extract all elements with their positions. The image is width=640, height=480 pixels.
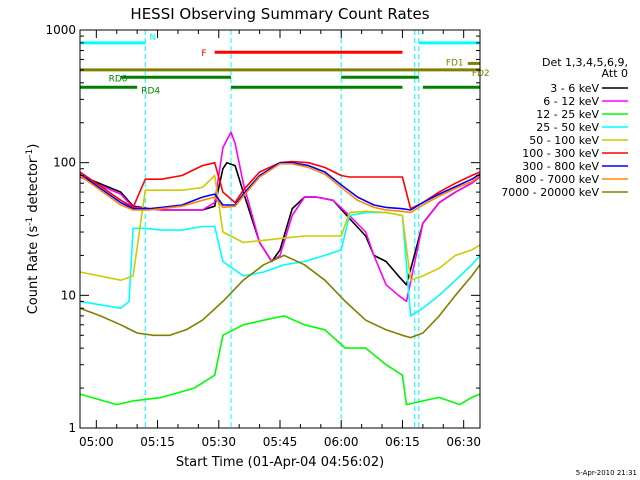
series-line-6 <box>79 161 481 211</box>
flag-label-rd4: RD4 <box>141 86 160 96</box>
y-axis-label: Count Rate (s-1 detector-1) <box>25 144 41 315</box>
legend-label-5: 100 - 300 keV <box>522 147 599 160</box>
y-tick-label: 1 <box>68 421 76 435</box>
y-tick-label: 100 <box>53 156 76 170</box>
x-tick-label: 05:45 <box>263 435 298 449</box>
legend-label-8: 7000 - 20000 keV <box>501 186 599 199</box>
flag-label-fd1: FD1 <box>446 58 464 68</box>
y-axis-label-part: -1 <box>25 149 35 158</box>
legend-subtitle: Att 0 <box>602 67 628 80</box>
legend-label-4: 50 - 100 keV <box>529 134 599 147</box>
timestamp: 5-Apr-2010 21:31 <box>576 469 637 477</box>
y-tick-label: 1000 <box>45 23 76 37</box>
x-tick-label: 06:30 <box>446 435 481 449</box>
flag-label-fd2: FD2 <box>472 69 490 79</box>
series-line-1 <box>79 131 481 303</box>
legend-title: Det 1,3,4,5,6,9, <box>542 56 628 69</box>
y-axis-label-part: ) <box>26 144 41 149</box>
legend-label-0: 3 - 6 keV <box>550 82 599 95</box>
x-tick-label: 05:00 <box>79 435 114 449</box>
legend-label-3: 25 - 50 keV <box>536 121 599 134</box>
series-line-2 <box>79 315 481 406</box>
y-axis-label-part: Count Rate (s <box>26 226 41 315</box>
series-line-4 <box>79 174 481 282</box>
series-line-7 <box>79 163 481 214</box>
y-axis-label-part: -1 <box>25 217 35 226</box>
x-tick-label: 06:00 <box>324 435 359 449</box>
legend-label-2: 12 - 25 keV <box>536 108 599 121</box>
chart-title: HESSI Observing Summary Count Rates <box>130 5 429 23</box>
y-tick-label: 10 <box>61 288 76 302</box>
y-axis-label-part: detector <box>26 157 41 217</box>
legend-label-7: 800 - 7000 keV <box>515 173 599 186</box>
series-line-8 <box>79 254 481 339</box>
series-line-3 <box>79 211 481 317</box>
legend-label-1: 6 - 12 keV <box>543 95 599 108</box>
legend-label-6: 300 - 800 keV <box>522 160 599 173</box>
flag-label-rd0: RD0 <box>109 74 128 84</box>
series-line-5 <box>79 160 481 210</box>
flag-label-f: F <box>201 49 206 59</box>
x-tick-label: 05:30 <box>201 435 236 449</box>
x-axis-label: Start Time (01-Apr-04 04:56:02) <box>176 455 384 470</box>
x-tick-label: 06:15 <box>385 435 420 449</box>
flag-label-n: N <box>149 33 156 43</box>
x-tick-label: 05:15 <box>140 435 175 449</box>
